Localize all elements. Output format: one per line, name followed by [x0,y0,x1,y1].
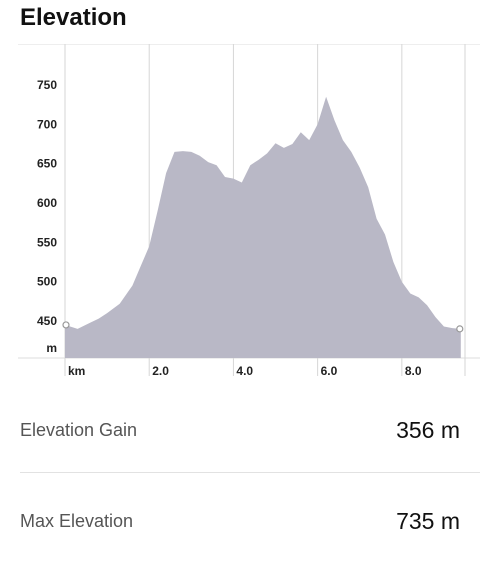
max-elevation-value: 735 m [396,507,460,534]
stats-divider [20,472,480,473]
x-tick-label: 2.0 [152,364,169,378]
elevation-chart: 450 500 550 600 650 700 750 m km 2.0 4.0 6.0 8.0 [0,44,480,384]
y-axis-unit-label: m [46,341,57,355]
x-axis-unit-label: km [68,364,85,378]
y-tick-label: 500 [37,275,57,289]
elevation-gain-value: 356 m [396,416,460,443]
y-tick-label: 650 [37,157,57,171]
x-tick-label: 8.0 [405,364,422,378]
max-elevation-label: Max Elevation [20,510,134,531]
end-marker [456,325,464,333]
y-tick-label: 450 [37,314,57,328]
section-title: Elevation [20,4,127,31]
y-tick-label: 750 [37,78,57,92]
start-marker [62,321,70,329]
x-tick-label: 6.0 [321,364,338,378]
elevation-gain-row: Elevation Gain 356 m [20,410,460,450]
elevation-chart-svg: 450 500 550 600 650 700 750 mkm 2.0 4.0 6.0 8.0 [18,44,480,378]
y-tick-label: 600 [37,196,57,210]
y-tick-label: 700 [37,117,57,131]
x-tick-label: 4.0 [236,364,253,378]
y-tick-label: 550 [37,235,57,249]
elevation-gain-label: Elevation Gain [20,419,138,440]
elevation-area [65,96,461,359]
max-elevation-row: Max Elevation 735 m [20,501,460,541]
